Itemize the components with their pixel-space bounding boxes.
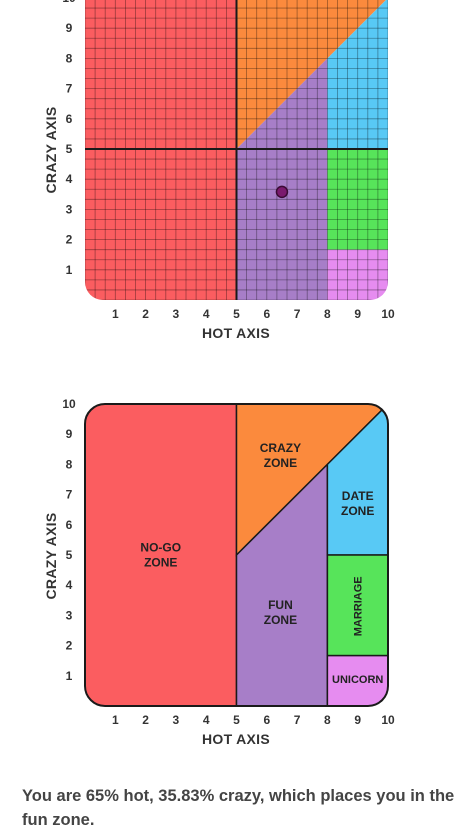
no-go-zone-region xyxy=(85,0,237,300)
zone-chart-ticks: 1 2 3 4 5 6 7 8 9 10 1 2 3 4 5 6 7 8 9 10 xyxy=(62,397,395,727)
x-tick-label: 8 xyxy=(324,307,331,321)
x-tick-label: 10 xyxy=(381,307,395,321)
date-zone-label-line: ZONE xyxy=(341,504,374,518)
y-tick-label: 8 xyxy=(66,51,73,65)
no-go-zone-region xyxy=(85,404,238,706)
y-tick-label: 8 xyxy=(66,457,73,471)
y-tick-label: 7 xyxy=(66,488,73,502)
y-tick-label: 6 xyxy=(66,112,73,126)
y-tick-label: 2 xyxy=(66,233,73,247)
y-tick-label: 9 xyxy=(66,21,73,35)
x-tick-label: 5 xyxy=(233,307,240,321)
unicorn-zone-label: UNICORN xyxy=(332,674,383,686)
y-tick-label: 4 xyxy=(66,578,73,592)
y-tick-label: 5 xyxy=(66,548,73,562)
x-tick-label: 6 xyxy=(263,307,270,321)
x-tick-label: 1 xyxy=(112,307,119,321)
zone-regions xyxy=(85,404,388,706)
crazy-zone-label-line: CRAZY xyxy=(260,441,301,455)
x-tick-label: 8 xyxy=(324,713,331,727)
no-go-zone-label-line: ZONE xyxy=(144,556,177,570)
result-text: You are 65% hot, 35.83% crazy, which pla… xyxy=(22,787,455,829)
zone-chart-border xyxy=(84,403,389,707)
x-tick-label: 9 xyxy=(354,307,361,321)
fun-zone-region xyxy=(236,58,328,300)
x-tick-label: 6 xyxy=(263,713,270,727)
marriage-zone-label: MARRIAGE xyxy=(353,576,365,636)
x-tick-label: 1 xyxy=(112,713,119,727)
date-zone-region xyxy=(327,0,388,149)
unicorn-zone-region xyxy=(326,654,388,706)
y-tick-label: 5 xyxy=(66,142,73,156)
x-tick-label: 4 xyxy=(203,713,210,727)
marriage-zone-region xyxy=(327,149,388,250)
y-tick-label: 3 xyxy=(66,608,73,622)
x-axis-title: HOT AXIS xyxy=(202,325,270,341)
result-point xyxy=(275,185,289,199)
y-tick-label: 10 xyxy=(62,0,76,5)
fun-zone-label-line: ZONE xyxy=(264,613,297,627)
y-tick-label: 4 xyxy=(66,172,73,186)
grid-plot-area xyxy=(85,0,388,300)
y-axis-title: CRAZY AXIS xyxy=(43,106,59,193)
y-axis-title: CRAZY AXIS xyxy=(43,512,59,599)
unicorn-zone-region xyxy=(327,249,388,300)
zone-plot-area: NO-GOZONECRAZYZONEFUNZONEDATEZONEMARRIAG… xyxy=(84,403,389,707)
y-tick-label: 6 xyxy=(66,518,73,532)
crazy-zone-label-line: ZONE xyxy=(264,456,297,470)
x-tick-label: 9 xyxy=(354,713,361,727)
y-tick-label: 10 xyxy=(62,397,76,411)
hot-crazy-matrix-grid-chart: 1 2 3 4 5 6 7 8 9 10 1 2 3 4 5 6 7 8 9 10 HOT AXIS CRAZY AX… xyxy=(43,0,395,341)
crazy-zone-region xyxy=(236,0,388,149)
x-tick-label: 7 xyxy=(294,713,301,727)
x-tick-label: 7 xyxy=(294,307,301,321)
x-tick-label: 2 xyxy=(142,307,149,321)
unicorn-zone-label-line: UNICORN xyxy=(332,674,383,686)
x-tick-label: 4 xyxy=(203,307,210,321)
marriage-zone-label-line: MARRIAGE xyxy=(353,576,365,636)
y-tick-label: 2 xyxy=(66,639,73,653)
x-tick-label: 5 xyxy=(233,713,240,727)
date-zone-label-line: DATE xyxy=(342,489,374,503)
y-tick-label: 7 xyxy=(66,82,73,96)
x-tick-label: 2 xyxy=(142,713,149,727)
y-tick-label: 9 xyxy=(66,427,73,441)
y-tick-label: 3 xyxy=(66,202,73,216)
fun-zone-label-line: FUN xyxy=(268,598,293,612)
y-tick-label: 1 xyxy=(66,263,73,277)
hot-crazy-matrix-zone-chart: NO-GOZONECRAZYZONEFUNZONEDATEZONEMARRIAG… xyxy=(43,397,395,747)
x-tick-label: 10 xyxy=(381,713,395,727)
x-tick-label: 3 xyxy=(173,713,180,727)
no-go-zone-label-line: NO-GO xyxy=(140,541,181,555)
x-tick-label: 3 xyxy=(173,307,180,321)
x-axis-title: HOT AXIS xyxy=(202,731,270,747)
grid-chart-ticks: 1 2 3 4 5 6 7 8 9 10 1 2 3 4 5 6 7 8 9 10 xyxy=(62,0,395,321)
y-tick-label: 1 xyxy=(66,669,73,683)
